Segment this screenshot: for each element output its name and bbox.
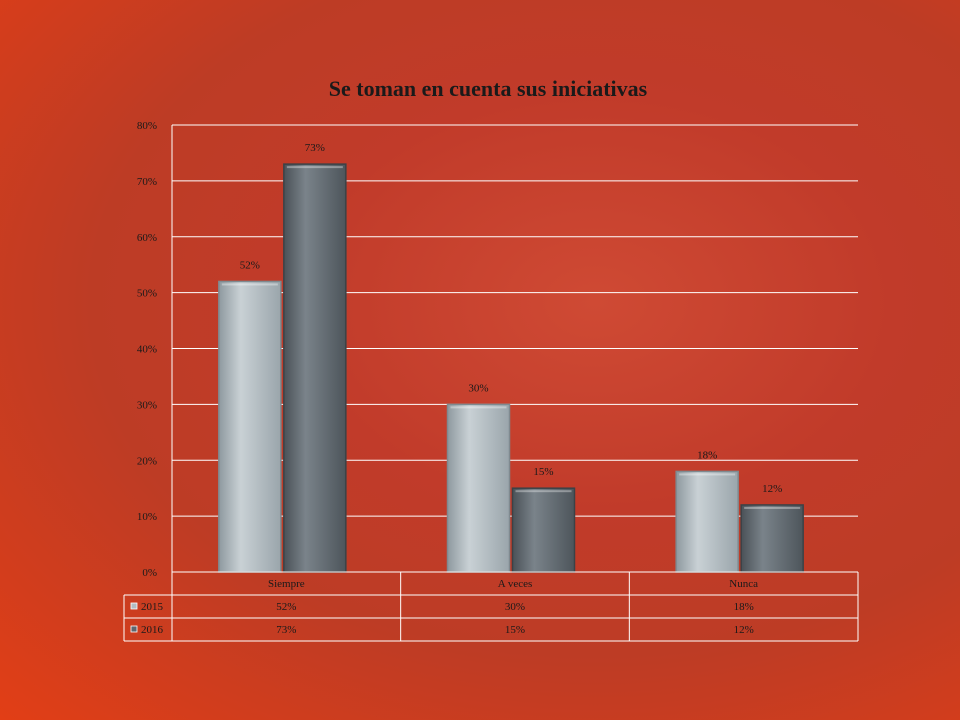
bar-2015-nunca <box>675 470 739 573</box>
bar-2016-a-veces <box>511 487 576 573</box>
data-label: 52% <box>240 259 260 271</box>
y-tick-label: 30% <box>137 399 157 411</box>
table-cell: 30% <box>505 601 525 613</box>
y-tick-label: 10% <box>137 511 157 523</box>
table-cell: 12% <box>734 624 754 636</box>
data-label: 30% <box>468 382 488 394</box>
data-labels: 52% 73% 30% 15% 18% 12% <box>240 142 783 495</box>
y-tick-label: 80% <box>137 120 157 132</box>
bar-highlight <box>679 473 736 476</box>
bar-2015-siempre <box>218 280 282 573</box>
y-tick-label: 60% <box>137 232 157 244</box>
chart-title: Se toman en cuenta sus iniciativas <box>328 76 648 101</box>
y-tick-label: 20% <box>137 455 157 467</box>
y-tick-label: 50% <box>137 288 157 300</box>
bar-2016-siempre <box>283 163 347 573</box>
bar-2015-a-veces <box>446 403 511 573</box>
bar-highlight <box>450 406 507 409</box>
bar-highlight <box>744 506 801 509</box>
y-axis-ticks: 0% 10% 20% 30% 40% 50% 60% 70% 80% <box>137 120 157 579</box>
bar-highlight <box>515 490 572 493</box>
table-cell: 15% <box>505 624 525 636</box>
legend-label-2015: 2015 <box>141 601 164 613</box>
legend-label-2016: 2016 <box>141 624 164 636</box>
bar-highlight <box>221 283 278 286</box>
category-label: Nunca <box>729 578 758 590</box>
table-cell: 73% <box>276 624 296 636</box>
y-tick-label: 0% <box>142 567 157 579</box>
data-label: 73% <box>305 142 325 154</box>
y-tick-label: 70% <box>137 176 157 188</box>
table-cell: 52% <box>276 601 296 613</box>
bar-highlight <box>286 166 343 169</box>
legend-swatch-2016 <box>130 625 138 633</box>
data-label: 15% <box>533 466 553 478</box>
bars <box>218 163 804 573</box>
legend-swatch-2015 <box>130 602 138 610</box>
table-cell: 18% <box>734 601 754 613</box>
bar-2016-nunca <box>740 504 804 573</box>
data-table: Siempre A veces Nunca 2015 52% 30% 18% 2016 73% 1… <box>123 571 859 642</box>
data-label: 12% <box>762 483 782 495</box>
y-tick-label: 40% <box>137 344 157 356</box>
category-label: A veces <box>498 578 533 590</box>
data-label: 18% <box>697 449 717 461</box>
category-label: Siempre <box>268 578 305 590</box>
